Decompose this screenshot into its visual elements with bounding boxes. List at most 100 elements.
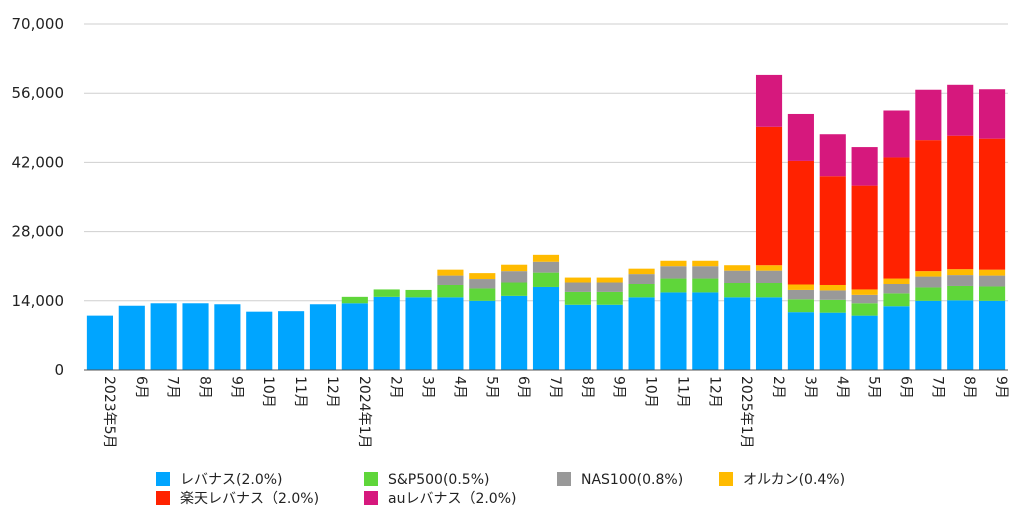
x-tick-label: 8月 — [961, 376, 977, 399]
x-tick-label: 2月 — [770, 376, 786, 399]
bar-segment — [947, 285, 974, 301]
x-tick-label: 10月 — [643, 376, 659, 408]
bar-segment — [86, 315, 113, 370]
bar-segment — [532, 272, 560, 287]
x-tick-label: 5月 — [866, 376, 882, 399]
bar-segment — [947, 84, 974, 136]
legend-label: NAS100(0.8%) — [581, 472, 683, 488]
bar-segment — [819, 176, 846, 285]
bar-segment — [437, 269, 464, 276]
bar-segment — [851, 289, 878, 295]
bar-segment — [596, 282, 623, 292]
x-tick-label: 2024年1月 — [356, 376, 372, 449]
bar-segment — [787, 284, 814, 290]
bar-segment — [628, 283, 655, 298]
bar-segment — [883, 293, 910, 307]
bar-segment — [405, 289, 432, 298]
bar-segment — [755, 126, 783, 266]
bar-segment — [724, 270, 751, 284]
bar-segment — [915, 89, 942, 141]
y-tick-label: 28,000 — [12, 223, 65, 241]
x-tick-label: 9月 — [228, 376, 244, 399]
bar-segment — [341, 296, 368, 304]
bar-segment — [851, 185, 878, 290]
bar-segment — [755, 283, 783, 298]
legend-swatch — [156, 472, 170, 486]
legend-label: 楽天レバナス（2.0%) — [180, 491, 319, 507]
x-axis-tick-labels: 2023年5月 6月 7月 8月 9月 10月 11月 12月 2024年1月 2月 3月 4月 5月 6… — [101, 376, 1009, 449]
bar-segment — [947, 300, 974, 370]
bar-segment — [819, 134, 846, 177]
bar-segment — [787, 113, 814, 161]
y-tick-label: 56,000 — [12, 84, 65, 102]
bar-segment — [692, 260, 719, 267]
bar-segment — [373, 289, 400, 297]
x-tick-label: 9月 — [993, 376, 1009, 399]
bar-segment — [915, 276, 942, 288]
bar-segment — [532, 254, 560, 262]
bar-segment — [915, 300, 942, 370]
x-tick-label: 4月 — [451, 376, 467, 399]
legend-swatch — [156, 491, 170, 505]
bar-segment — [819, 284, 846, 291]
bar-segment — [787, 312, 814, 370]
bar-segment — [979, 286, 1006, 301]
y-tick-label: 0 — [54, 361, 64, 379]
bar-segment — [437, 275, 464, 285]
bar-segment — [755, 265, 783, 271]
x-tick-label: 2023年5月 — [101, 376, 117, 449]
bar-segment — [628, 268, 655, 275]
bar-segment — [819, 312, 846, 370]
bar-segment — [915, 140, 942, 272]
x-tick-label: 12月 — [706, 376, 722, 408]
x-tick-label: 2025年1月 — [738, 376, 754, 449]
bar-segment — [755, 74, 783, 127]
bar-segment — [660, 278, 687, 293]
bar-segment — [469, 300, 496, 370]
bar-segment — [692, 266, 719, 279]
bar-segment — [755, 297, 783, 370]
y-tick-label: 42,000 — [12, 153, 65, 171]
x-tick-label: 11月 — [292, 376, 308, 408]
legend: レバナス(2.0%) S&P500(0.5%) NAS100(0.8%) オルカン(0… — [156, 472, 845, 507]
bar-segment — [150, 303, 177, 370]
bar-segment — [851, 315, 878, 370]
bar-segment — [660, 292, 687, 370]
x-tick-label: 7月 — [929, 376, 945, 399]
legend-swatch — [719, 472, 733, 486]
bar-segment — [660, 266, 687, 279]
bar-segment — [628, 297, 655, 370]
bar-segment — [501, 271, 528, 283]
bar-segment — [915, 287, 942, 301]
bar-segment — [532, 286, 560, 370]
bar-segment — [883, 157, 910, 279]
bar-segment — [596, 304, 623, 370]
x-tick-label: 6月 — [897, 376, 913, 399]
x-tick-label: 3月 — [420, 376, 436, 399]
bar-segment — [373, 296, 400, 370]
legend-label: auレバナス（2.0%) — [388, 491, 516, 507]
bar-segment — [724, 283, 751, 298]
legend-label: オルカン(0.4%) — [743, 472, 845, 488]
bar-segment — [246, 311, 273, 370]
bar-segment — [405, 297, 432, 370]
bar-segment — [883, 278, 910, 284]
y-tick-label: 14,000 — [12, 292, 65, 310]
bar-segment — [309, 304, 337, 370]
bar-segment — [755, 270, 783, 284]
bar-segment — [819, 290, 846, 300]
bar-segment — [979, 269, 1006, 276]
bar-segment — [979, 300, 1006, 370]
bar-segment — [469, 273, 496, 280]
bar-segment — [979, 275, 1006, 287]
bar-segment — [883, 283, 910, 294]
bar-segment — [851, 303, 878, 316]
bar-segment — [979, 138, 1006, 270]
x-tick-label: 7月 — [165, 376, 181, 399]
bar-segment — [851, 147, 878, 186]
legend-swatch — [557, 472, 571, 486]
bar-segment — [724, 265, 751, 271]
x-tick-label: 4月 — [834, 376, 850, 399]
